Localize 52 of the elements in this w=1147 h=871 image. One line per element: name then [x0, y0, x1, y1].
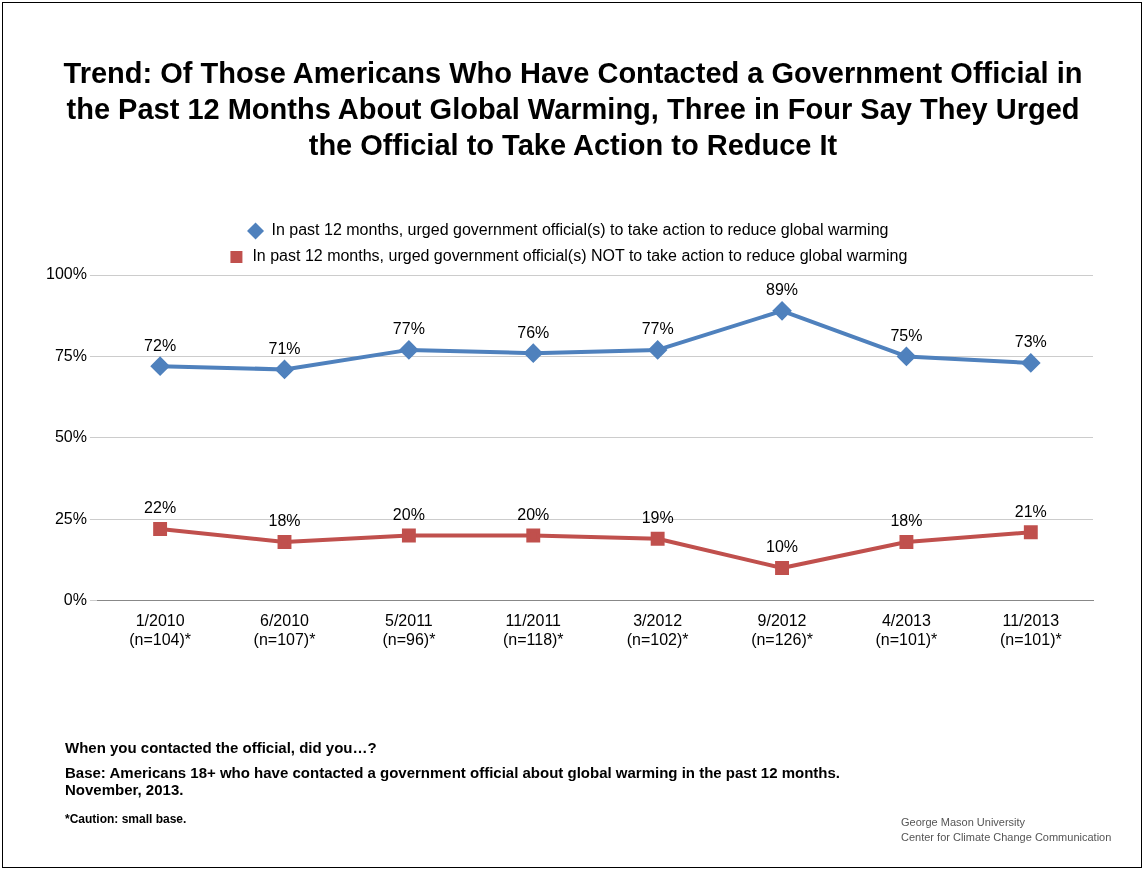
data-label: 75% — [890, 326, 923, 344]
text: George Mason University Center for Climate Change Communication — [901, 815, 1112, 845]
point — [275, 360, 294, 379]
point — [399, 340, 418, 359]
data-label: 19% — [641, 509, 674, 527]
point — [899, 535, 914, 549]
x-tick-label: 11/2013 (n=101)* — [999, 611, 1062, 648]
y-tick-label: 75% — [54, 346, 87, 364]
y-tick-label: 25% — [54, 509, 87, 527]
x-tick-label: 4/2013 (n=101)* — [875, 611, 938, 648]
text: When you contacted the official, did you…? — [65, 739, 378, 756]
point — [775, 561, 789, 575]
data-label: 76% — [517, 323, 550, 341]
data-label: 20% — [517, 505, 550, 523]
x-tick-label: 9/2012 (n=126)* — [751, 611, 813, 648]
data-label: 20% — [392, 505, 425, 523]
data-label: 21% — [1014, 502, 1047, 520]
x-tick-label: 6/2010 (n=107)* — [253, 611, 316, 648]
legend-label: In past 12 months, urged government official(s) NOT to take action to reduce global warming — [252, 247, 908, 265]
point — [1023, 525, 1038, 540]
text: Base: Americans 18+ who have contacted a government official about global warming in the past 12 months. November, 2013. — [65, 764, 842, 798]
data-label: 72% — [144, 336, 177, 354]
point — [526, 528, 541, 543]
data-label: 73% — [1014, 333, 1047, 351]
point — [773, 301, 792, 320]
point — [277, 535, 292, 549]
legend-label: In past 12 months, urged government official(s) to take action to reduce global warming — [271, 221, 889, 239]
point — [151, 357, 170, 376]
data-label: 18% — [890, 512, 923, 530]
x-tick-label: 5/2011 (n=96)* — [382, 611, 436, 648]
point — [897, 347, 916, 366]
data-label: 71% — [268, 339, 301, 357]
data-label: 10% — [766, 538, 799, 556]
x-tick-label: 3/2012 (n=102)* — [626, 611, 689, 648]
text: *Caution: small base. — [65, 812, 187, 826]
y-tick-label: 50% — [54, 428, 87, 446]
point — [401, 528, 416, 543]
data-label: 18% — [268, 512, 301, 530]
point — [648, 340, 667, 359]
data-label: 77% — [641, 320, 674, 338]
x-tick-label: 11/2011 (n=118)* — [502, 611, 564, 648]
data-label: 77% — [392, 320, 425, 338]
point — [153, 522, 168, 536]
data-label: 22% — [144, 499, 177, 517]
x-tick-label: 1/2010 (n=104)* — [129, 611, 192, 648]
y-tick-label: 100% — [46, 265, 87, 283]
chart-title: Trend: Of Those Americans Who Have Contacted a Government Official in the Past 12 Months About Global Warming, Three in Four Say They Urged the Official to Take Action to Reduce It — [62, 56, 1084, 163]
y-tick-label: 0% — [63, 591, 87, 609]
point — [524, 344, 543, 363]
point — [1021, 353, 1040, 372]
data-label: 89% — [766, 281, 799, 299]
point — [650, 531, 665, 546]
